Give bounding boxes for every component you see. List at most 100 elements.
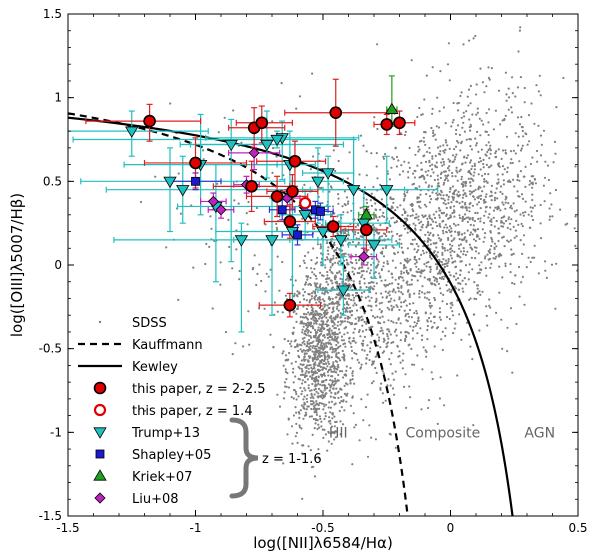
sdss-point [468,118,471,121]
sdss-point [380,301,383,304]
sdss-point [528,179,532,183]
sdss-point [284,370,287,373]
sdss-point [411,203,414,206]
sdss-point [309,321,312,324]
y-tick-label: -1 [50,425,62,439]
sdss-point [431,191,434,194]
sdss-point [343,359,346,362]
sdss-point [550,263,554,266]
sdss-point [403,266,406,269]
sdss-point [360,295,363,298]
sdss-point [409,325,412,328]
sdss-point [319,346,322,349]
sdss-point [434,164,437,167]
sdss-point [460,178,463,181]
sdss-point [314,345,317,348]
sdss-point [432,131,435,135]
sdss-point [497,148,500,151]
sdss-point [539,94,542,97]
sdss-point [324,323,328,326]
sdss-point [395,165,398,168]
sdss-point [437,282,440,285]
sdss-point [359,235,362,238]
sdss-point [362,269,365,273]
sdss-point [325,342,328,345]
sdss-point [488,298,491,301]
sdss-point [331,325,334,328]
sdss-point [276,255,279,258]
sdss-point [460,116,463,119]
sdss-point [298,416,301,419]
sdss-point [379,388,382,391]
sdss-point [485,154,488,157]
sdss-point [442,211,446,214]
sdss-point [425,261,428,264]
sdss-point [412,172,415,175]
sdss-point [478,237,481,240]
sdss-point [329,346,332,349]
sdss-point [451,121,454,124]
sdss-point [344,382,348,385]
sdss-point [354,245,357,248]
legend-label: this paper, z = 2-2.5 [132,382,266,397]
sdss-point [326,355,329,358]
sdss-point [337,379,340,382]
sdss-point [316,368,319,371]
sdss-point [467,271,470,274]
sdss-point [370,305,373,308]
sdss-point [520,115,523,119]
sdss-point [327,406,330,409]
sdss-point [420,408,423,411]
sdss-point [313,367,316,370]
sdss-point [360,266,364,269]
sdss-point [419,229,422,232]
sdss-point [468,138,471,141]
sdss-point [424,131,427,134]
sdss-point [318,300,321,303]
sdss-point [315,294,318,297]
sdss-point [343,269,346,272]
sdss-point [333,241,336,244]
sdss-point [409,258,412,261]
sdss-point [398,350,401,353]
sdss-point [368,350,372,353]
sdss-point [324,350,327,354]
sdss-point [420,168,423,171]
trump-13-point [265,235,279,247]
sdss-point [297,395,300,398]
legend-swatch [93,469,107,481]
sdss-point [350,298,353,302]
sdss-point [432,234,435,237]
sdss-point [308,323,311,326]
sdss-point [492,216,495,219]
sdss-point [351,266,354,269]
sdss-point [472,228,475,231]
sdss-point [361,348,364,351]
sdss-point [265,272,268,275]
sdss-point [325,278,328,281]
sdss-point [511,92,514,95]
sdss-point [304,332,307,336]
sdss-point [333,302,336,305]
sdss-point [490,244,493,248]
sdss-point [387,378,390,381]
sdss-point [320,354,323,357]
sdss-point [284,359,287,362]
sdss-point [309,335,312,338]
sdss-point [312,322,316,325]
sdss-point [314,332,318,335]
sdss-point [430,326,433,329]
sdss-point [407,176,410,179]
sdss-point [404,338,407,341]
sdss-point [390,297,393,300]
sdss-point [311,356,314,360]
sdss-point [304,283,307,286]
sdss-point [323,417,326,421]
sdss-point [331,331,334,334]
sdss-point [300,320,303,323]
sdss-point [469,223,472,226]
sdss-point [343,333,346,336]
sdss-point [542,129,546,132]
sdss-point [485,193,488,196]
sdss-point [306,222,309,225]
